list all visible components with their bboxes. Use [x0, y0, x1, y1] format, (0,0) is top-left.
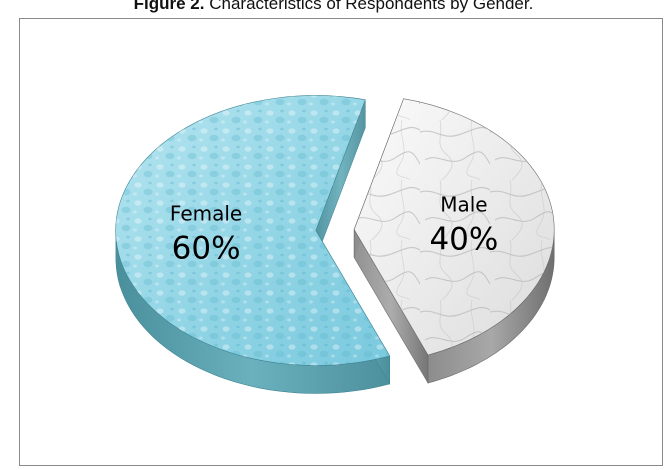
pie-slice-female — [115, 95, 391, 394]
slice-value-male: 40% — [429, 222, 498, 258]
slice-label-female: Female — [170, 201, 242, 225]
pie-slice-male — [353, 98, 555, 385]
pie-slice-texture — [354, 98, 555, 355]
pie-slice-texture — [115, 95, 390, 366]
figure-caption: Figure 2. Characteristics of Respondents… — [0, 0, 667, 14]
figure-number: Figure 2. — [133, 0, 205, 13]
slice-value-female: 60% — [172, 230, 241, 266]
figure-caption-text: Characteristics of Respondents by Gender… — [204, 0, 534, 13]
slice-label-male: Male — [440, 193, 487, 217]
